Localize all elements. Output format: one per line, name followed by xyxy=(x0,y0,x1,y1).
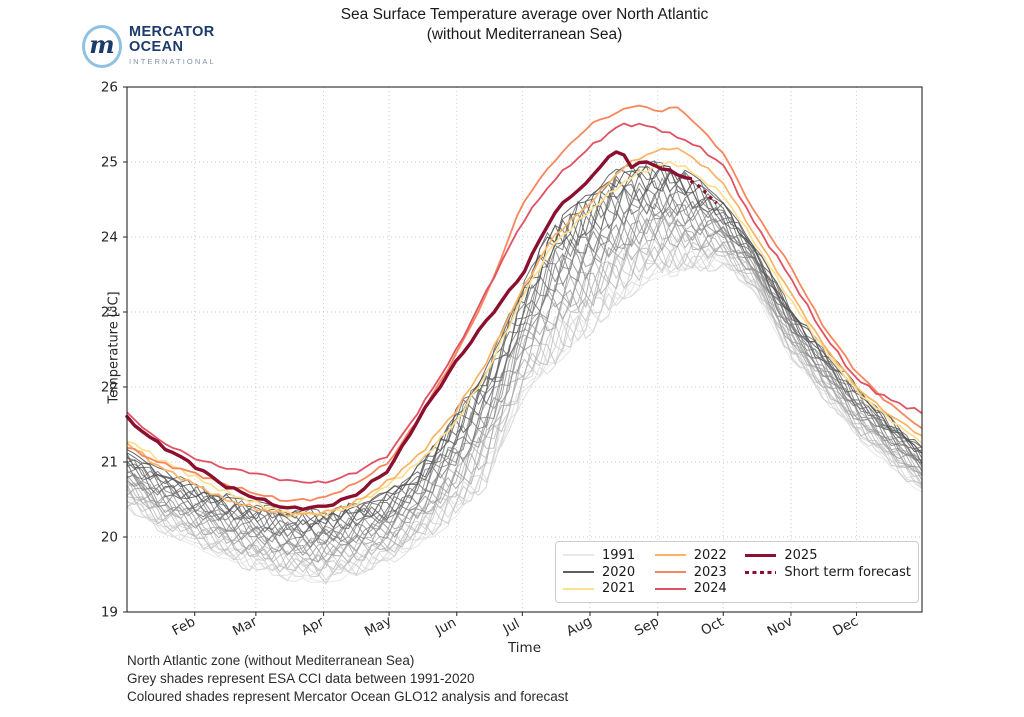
x-tick-label-Feb: Feb xyxy=(170,614,199,639)
x-tick-label-Jun: Jun xyxy=(432,614,459,638)
legend-column-3: 2025 Short term forecast xyxy=(745,547,911,597)
legend-swatch-icon xyxy=(563,571,594,573)
legend-label: 2022 xyxy=(693,547,727,563)
series-2025 xyxy=(125,150,693,512)
chart-legend: 1991 2020 2021 2022 2023 2024 2025 Short term f… xyxy=(555,541,919,603)
series-2021 xyxy=(126,160,923,517)
logo-circle-m-icon: m xyxy=(82,25,122,68)
y-tick-label-24: 24 xyxy=(101,230,118,246)
legend-item-2021: 2021 xyxy=(563,580,655,597)
legend-swatch-icon xyxy=(745,554,777,557)
x-tick-label-Aug: Aug xyxy=(564,613,595,640)
footer-colour-note: Coloured shades represent Mercator Ocean… xyxy=(127,689,569,704)
x-tick-label-Nov: Nov xyxy=(765,613,796,640)
axis-ticks xyxy=(123,86,857,616)
logo-text-mercator: MERCATOR xyxy=(129,24,215,40)
footer-grey-note: Grey shades represent ESA CCI data betwe… xyxy=(127,671,475,686)
legend-column-2: 2022 2023 2024 xyxy=(654,547,746,597)
x-tick-label-Dec: Dec xyxy=(830,613,861,639)
x-tick-label-May: May xyxy=(362,613,394,640)
legend-column-1: 1991 2020 2021 xyxy=(563,547,655,597)
legend-swatch-icon xyxy=(563,554,594,557)
legend-item-2024: 2024 xyxy=(654,580,746,597)
legend-label: 2023 xyxy=(693,564,727,580)
y-tick-label-25: 25 xyxy=(101,155,118,171)
logo-text-ocean: OCEAN xyxy=(129,39,184,55)
legend-label: 2020 xyxy=(602,564,636,580)
y-tick-label-19: 19 xyxy=(101,605,118,621)
legend-swatch-icon xyxy=(654,587,686,590)
logo-text: MERCATOR OCEAN INTERNATIONAL xyxy=(129,25,216,66)
footer-zone-note: North Atlantic zone (without Mediterrane… xyxy=(127,653,415,668)
chart-title-line1: Sea Surface Temperature average over Nor… xyxy=(340,6,709,23)
logo-text-international: INTERNATIONAL xyxy=(129,57,216,66)
legend-swatch-icon xyxy=(745,570,777,575)
legend-swatch-icon xyxy=(654,554,686,557)
y-tick-label-20: 20 xyxy=(101,530,118,546)
chart-title-line2: (without Mediterranean Sea) xyxy=(426,26,623,43)
series-2023 xyxy=(126,104,923,502)
mercator-ocean-logo: m MERCATOR OCEAN INTERNATIONAL xyxy=(82,25,216,68)
legend-item-2022: 2022 xyxy=(654,547,746,564)
x-axis-label: Time xyxy=(507,640,542,656)
y-axis-label: Temperature [°C] xyxy=(106,291,122,404)
legend-item-short-term-forecast: Short term forecast xyxy=(745,564,911,581)
legend-label: 1991 xyxy=(602,547,636,563)
x-tick-label-Jul: Jul xyxy=(500,616,523,638)
series-2022 xyxy=(126,147,923,518)
legend-label: Short term forecast xyxy=(784,565,911,580)
series-2024 xyxy=(126,122,923,484)
x-tick-label-Sep: Sep xyxy=(632,613,662,639)
y-tick-label-23: 23 xyxy=(101,305,118,321)
legend-swatch-icon xyxy=(654,571,686,573)
legend-label: 2021 xyxy=(602,581,636,597)
legend-item-2020: 2020 xyxy=(563,564,655,581)
x-tick-label-Apr: Apr xyxy=(299,614,328,639)
legend-item-1991: 1991 xyxy=(563,547,655,564)
legend-label: 2024 xyxy=(693,581,727,597)
legend-label: 2025 xyxy=(784,548,818,563)
plot-border xyxy=(126,86,923,613)
x-tick-label-Oct: Oct xyxy=(698,614,726,639)
y-tick-label-26: 26 xyxy=(101,80,118,96)
legend-item-2025: 2025 xyxy=(745,547,911,564)
y-tick-label-22: 22 xyxy=(101,380,118,396)
y-tick-label-21: 21 xyxy=(101,455,118,471)
ensemble-lines-1991-2020 xyxy=(126,160,923,585)
x-tick-label-Mar: Mar xyxy=(230,613,260,639)
legend-swatch-icon xyxy=(563,587,594,590)
legend-item-2023: 2023 xyxy=(654,564,746,581)
